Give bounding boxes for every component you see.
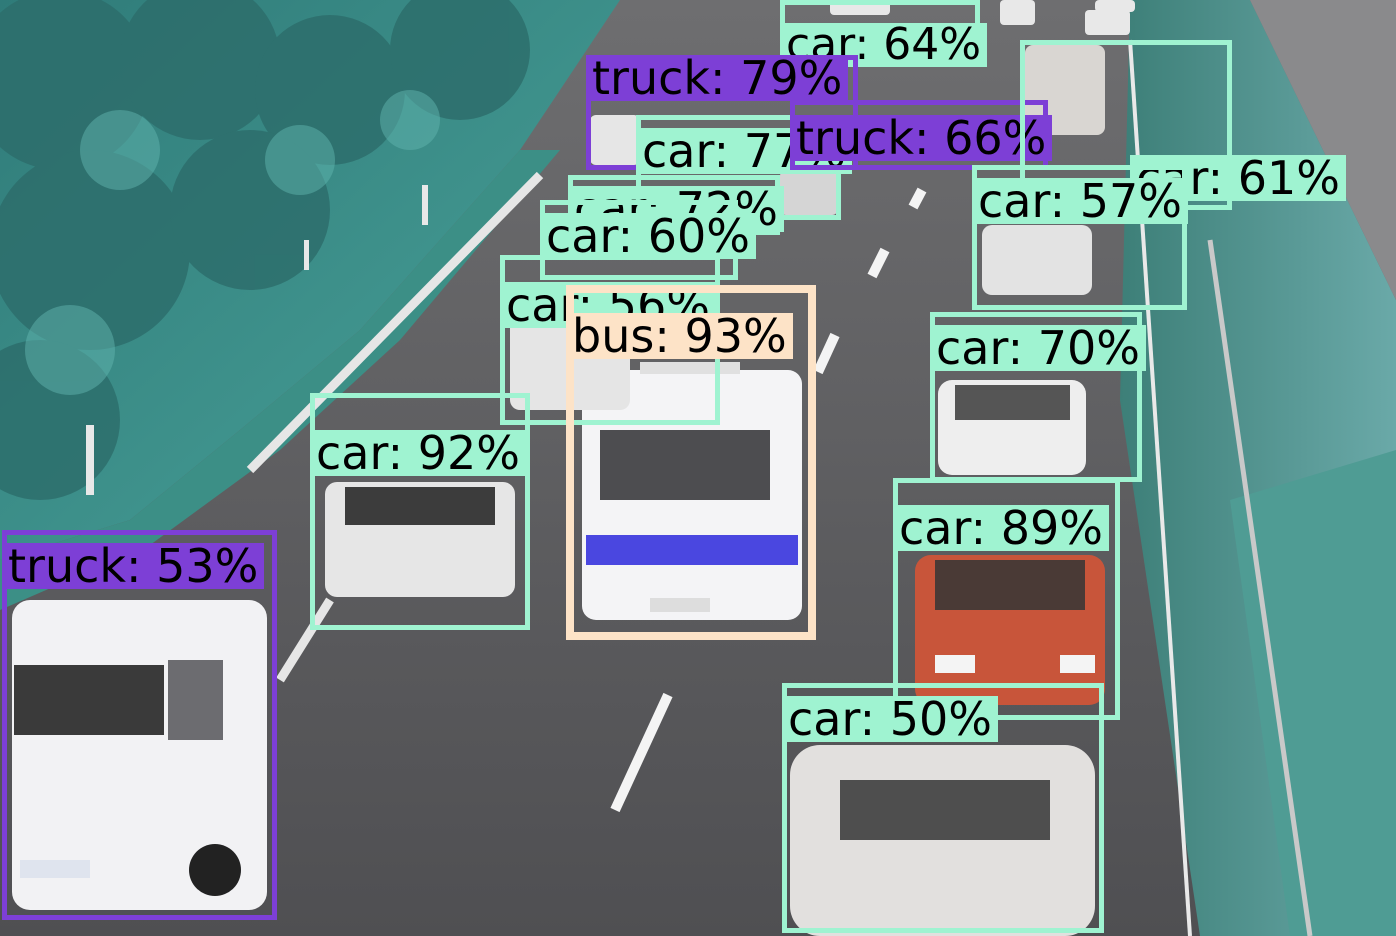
bollards [86, 185, 428, 495]
detection-box-car-70: car: 70% [930, 312, 1146, 482]
vehicle-car-bottom [790, 745, 1095, 936]
detection-label: truck: 53% [2, 543, 265, 589]
detection-label: truck: 79% [586, 55, 849, 101]
detection-box-truck-53: truck: 53% [2, 530, 277, 920]
right-far-road [1250, 0, 1396, 300]
detection-label: car: 70% [930, 325, 1146, 371]
vehicle-red-car [915, 555, 1105, 705]
left-grass-strip [0, 150, 560, 610]
detection-label: car: 89% [893, 505, 1109, 551]
detection-box-car-92: car: 92% [310, 393, 530, 630]
detection-label: truck: 66% [790, 115, 1053, 161]
vehicle-van-left [12, 600, 267, 910]
detection-box-truck-66: truck: 66% [790, 100, 1053, 170]
detection-box-car-50: car: 50% [782, 683, 1104, 933]
detection-box-bus-93: bus: 93% [566, 285, 816, 640]
left-trees-highlight [25, 90, 440, 395]
detection-label: car: 60% [540, 213, 756, 259]
detection-box-car-89: car: 89% [893, 478, 1120, 720]
left-road-edge [246, 171, 544, 683]
detection-box-car-64: car: 64% [780, 0, 988, 67]
detection-label: car: 92% [310, 430, 526, 476]
detection-box-car-57: car: 57% [972, 165, 1188, 310]
vehicle-car-70 [938, 380, 1086, 475]
detection-box-car-60: car: 60% [540, 200, 756, 280]
lane-markings [610, 187, 927, 813]
vehicle-ambulance [582, 362, 802, 620]
detection-label: car: 50% [782, 696, 998, 742]
right-lower-grass [1230, 450, 1396, 936]
vehicle-car-92 [325, 482, 515, 597]
detection-label: car: 57% [972, 178, 1188, 224]
barrier-line [1207, 239, 1313, 936]
detection-label: bus: 93% [566, 313, 793, 359]
